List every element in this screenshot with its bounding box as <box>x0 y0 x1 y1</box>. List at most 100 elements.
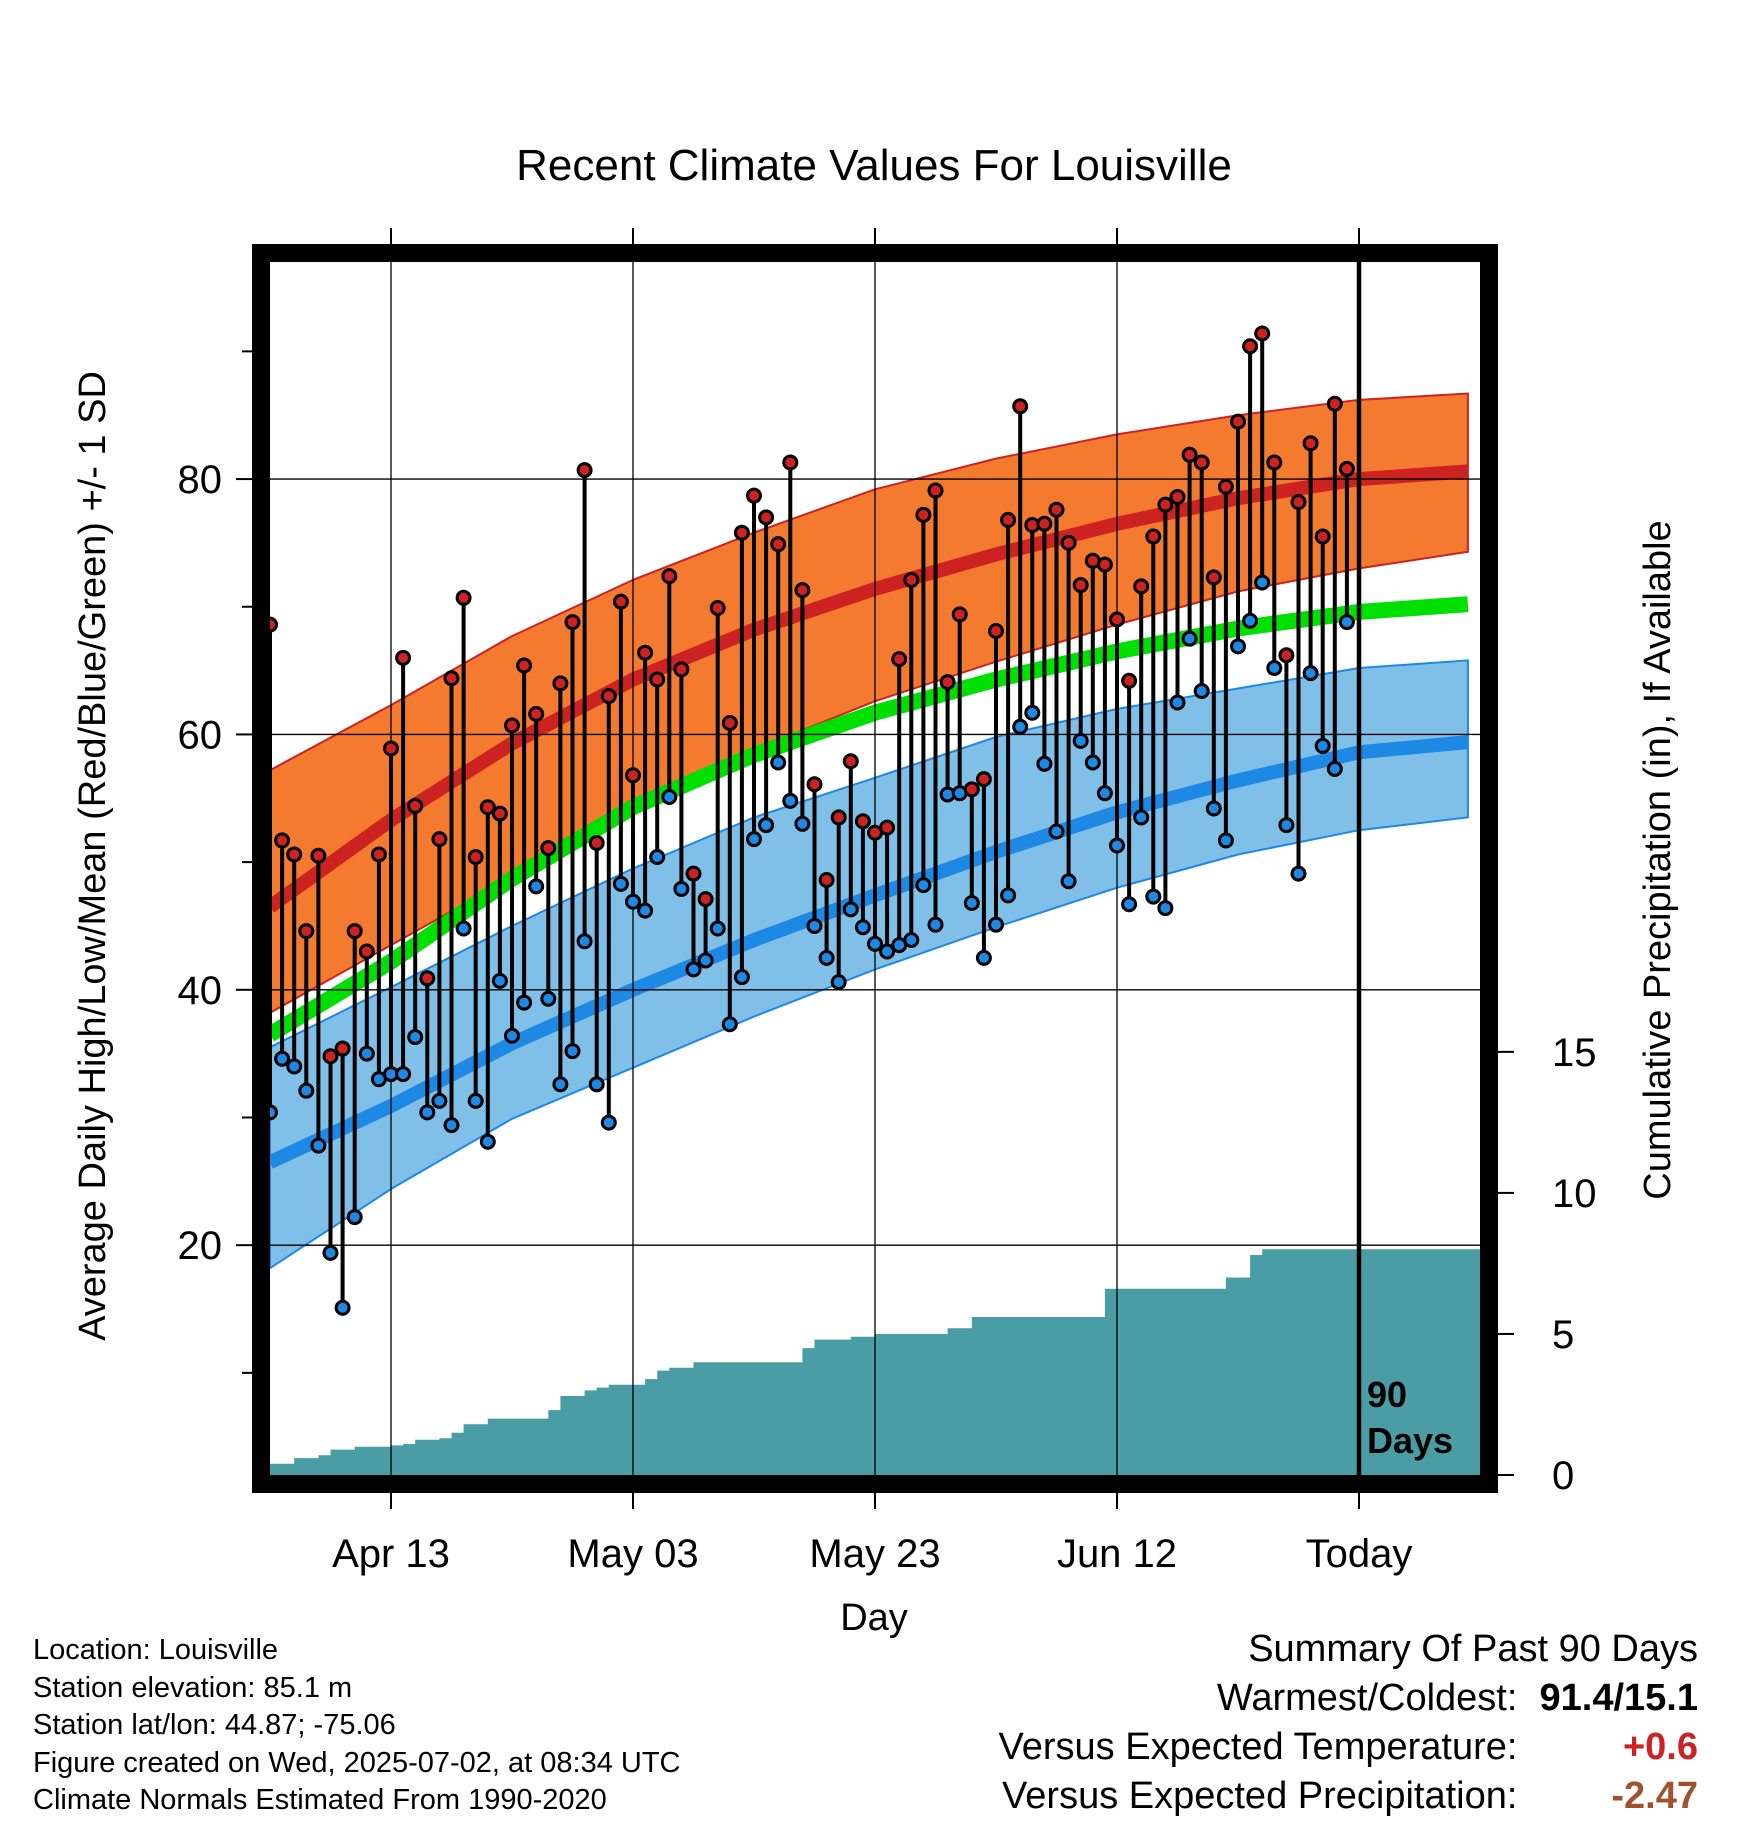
daily-high-point <box>358 943 375 960</box>
daily-high-point <box>443 670 460 687</box>
daily-low-point <box>685 961 702 978</box>
daily-high-point <box>770 536 787 553</box>
daily-low-point <box>1048 823 1065 840</box>
daily-high-point <box>431 831 448 848</box>
warmest-coldest-label: Warmest/Coldest: <box>1216 1677 1518 1719</box>
x-tick-label: Jun 12 <box>1057 1532 1177 1576</box>
daily-low-point <box>274 1050 291 1067</box>
daily-high-point <box>504 717 520 734</box>
daily-high-point <box>637 644 654 661</box>
daily-high-point <box>939 674 956 691</box>
daily-high-point <box>346 923 363 940</box>
daily-low-point <box>963 894 980 911</box>
daily-low-point <box>310 1137 327 1154</box>
daily-low-point <box>540 990 557 1007</box>
daily-high-point <box>1242 338 1259 355</box>
daily-high-point <box>334 1040 351 1057</box>
daily-high-point <box>746 487 762 504</box>
created-text: Figure created on Wed, 2025-07-02, at 08… <box>33 1746 681 1779</box>
daily-low-point <box>1169 694 1186 711</box>
daily-high-point <box>564 614 581 631</box>
daily-high-point <box>588 834 605 851</box>
daily-low-point <box>1012 718 1029 735</box>
daily-low-point <box>915 877 932 894</box>
daily-low-point <box>854 919 871 936</box>
daily-low-point <box>1338 614 1355 631</box>
x-tick-label: Apr 13 <box>332 1532 450 1576</box>
daily-low-point <box>1084 754 1101 771</box>
daily-high-point <box>854 813 871 830</box>
x-tick-label: Today <box>1306 1532 1413 1576</box>
daily-high-point <box>407 797 424 814</box>
y2-tick-label: 10 <box>1552 1172 1597 1216</box>
daily-low-point <box>721 1016 738 1033</box>
daily-low-point <box>1205 800 1222 817</box>
daily-high-point <box>1302 435 1319 452</box>
daily-low-point <box>1302 665 1319 682</box>
daily-high-point <box>721 714 738 731</box>
y-tick-label: 60 <box>178 713 223 757</box>
daily-high-point <box>806 776 823 793</box>
daily-low-point <box>479 1133 496 1150</box>
daily-high-point <box>274 832 291 849</box>
daily-high-point <box>1338 460 1355 477</box>
chart-title: Recent Climate Values For Louisville <box>516 141 1232 190</box>
daily-high-point <box>685 865 702 882</box>
location-text: Location: Louisville <box>33 1634 279 1666</box>
daily-high-point <box>286 846 303 863</box>
daily-high-point <box>903 571 920 588</box>
daily-high-point <box>491 805 508 822</box>
daily-low-point <box>1096 785 1113 802</box>
daily-high-point <box>975 771 992 788</box>
daily-low-point <box>637 902 654 919</box>
daily-high-point <box>1254 325 1271 342</box>
daily-low-point <box>818 949 835 966</box>
daily-low-point <box>467 1092 484 1109</box>
daily-low-point <box>1181 630 1198 647</box>
summary-panel: Summary Of Past 90 Days Warmest/Coldest:… <box>999 1625 1698 1821</box>
daily-high-point <box>794 582 811 599</box>
daily-high-point <box>1036 515 1053 532</box>
daily-high-point <box>1326 395 1343 412</box>
daily-low-point <box>879 943 896 960</box>
daily-low-point <box>1133 809 1150 826</box>
today-days-label: 90 <box>1367 1374 1407 1415</box>
daily-low-point <box>733 969 750 986</box>
daily-high-point <box>1230 413 1246 430</box>
daily-low-point <box>600 1114 617 1131</box>
daily-low-point <box>612 875 629 892</box>
daily-low-point <box>806 917 823 934</box>
daily-low-point <box>1036 755 1053 772</box>
daily-high-point <box>661 568 678 585</box>
daily-high-point <box>322 1048 339 1065</box>
daily-high-point <box>1217 478 1234 495</box>
daily-high-point <box>733 524 750 541</box>
daily-low-point <box>1060 873 1077 890</box>
precip-anomaly-value: -2.47 <box>1611 1775 1698 1817</box>
latlon-text: Station lat/lon: 44.87; -75.06 <box>33 1709 396 1741</box>
x-axis-label: Day <box>840 1597 908 1639</box>
daily-low-point <box>830 974 847 991</box>
daily-low-point <box>794 815 811 832</box>
daily-high-point <box>370 846 387 863</box>
daily-low-point <box>988 916 1004 933</box>
daily-high-point <box>419 970 436 987</box>
daily-high-point <box>951 606 968 623</box>
daily-low-point <box>649 849 666 866</box>
daily-low-point <box>782 792 799 809</box>
daily-high-point <box>1193 454 1210 471</box>
daily-low-point <box>1145 888 1162 905</box>
daily-low-point <box>431 1092 448 1109</box>
daily-low-point <box>407 1029 424 1046</box>
daily-low-point <box>927 916 944 933</box>
x-tick-label: May 03 <box>567 1532 698 1576</box>
daily-high-point <box>830 809 847 826</box>
daily-low-point <box>516 994 533 1011</box>
daily-low-point <box>455 920 472 937</box>
precip-anomaly-label: Versus Expected Precipitation: <box>1002 1775 1518 1817</box>
daily-high-point <box>479 799 496 816</box>
daily-low-point <box>334 1299 351 1316</box>
daily-low-point <box>1000 887 1017 904</box>
daily-high-point <box>988 623 1004 640</box>
daily-low-point <box>709 920 726 937</box>
